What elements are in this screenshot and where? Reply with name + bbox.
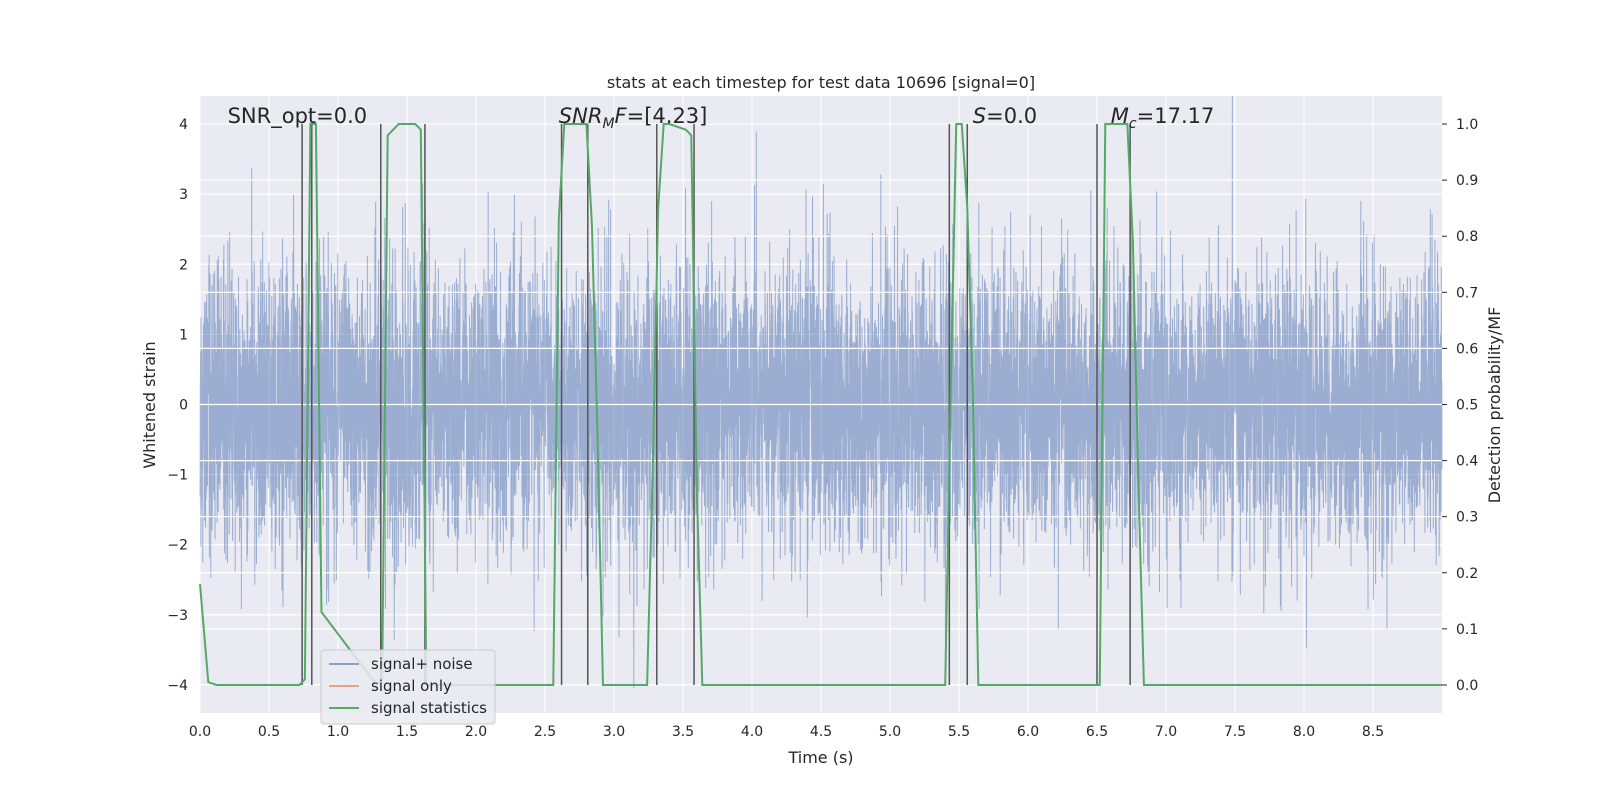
y-tick-label: 1 (179, 327, 188, 343)
x-tick-label: 0.5 (258, 724, 280, 740)
annotation-part: SNR_opt=0.0 (228, 104, 368, 129)
x-tick-label: 2.0 (465, 724, 487, 740)
x-tick-label: 5.5 (948, 724, 970, 740)
noise-series (199, 95, 1443, 689)
y-tick-label-right: 0.3 (1456, 510, 1478, 526)
event-markers (301, 124, 1131, 685)
y-ticks: 4 3 2 1 0 −1 −2 −3 −4 (167, 117, 188, 694)
x-tick-label: 4.5 (810, 724, 832, 740)
y-tick-label-right: 1.0 (1456, 117, 1478, 133)
x-tick-label: 3.5 (672, 724, 694, 740)
y-tick-label: 4 (179, 117, 188, 133)
noise-line (199, 95, 1443, 689)
y-axis-label: Whitened strain (140, 341, 159, 468)
annotation-part: S (973, 104, 986, 128)
annotation-part: =[4.23] (627, 104, 708, 128)
y-tick-label: 0 (179, 398, 188, 414)
legend-label-stats: signal statistics (371, 699, 487, 717)
x-tick-label: 7.5 (1224, 724, 1246, 740)
y-tick-label: −4 (167, 678, 188, 694)
legend-label-noise: signal+ noise (371, 655, 473, 673)
y-tick-label-right: 0.6 (1456, 341, 1478, 357)
annotation: SNRMF=[4.23] (559, 104, 708, 132)
x-tick-label: 8.5 (1362, 724, 1384, 740)
annotation-part: M (1111, 104, 1129, 128)
annotation-part: =0.0 (986, 104, 1037, 128)
chart-title: stats at each timestep for test data 106… (607, 73, 1035, 92)
x-tick-label: 6.0 (1017, 724, 1039, 740)
y-tick-label: −2 (167, 538, 188, 554)
x-tick-label: 3.0 (603, 724, 625, 740)
y-axis-label-right: Detection probability/MF (1485, 307, 1504, 504)
legend: signal+ noise signal only signal statist… (320, 649, 496, 725)
annotation-part: F (615, 104, 628, 128)
annotation-part: M (602, 116, 614, 132)
x-tick-label: 5.0 (879, 724, 901, 740)
y-tick-label: −3 (167, 608, 188, 624)
grid-right (200, 123, 1447, 686)
y-tick-label-right: 0.0 (1456, 678, 1478, 694)
annotation: Mc=17.17 (1111, 104, 1215, 132)
legend-label-signal: signal only (371, 677, 452, 695)
legend-box (320, 649, 496, 725)
annotation: S=0.0 (973, 104, 1037, 128)
x-tick-label: 1.0 (327, 724, 349, 740)
x-tick-label: 8.0 (1293, 724, 1315, 740)
y-tick-label: 2 (179, 257, 188, 273)
x-tick-label: 7.0 (1155, 724, 1177, 740)
y-tick-label: 3 (179, 187, 188, 203)
annotations: SNR_opt=0.0 SNRMF=[4.23] S=0.0 Mc=17.17 (228, 104, 1215, 132)
y-tick-label: −1 (167, 468, 188, 484)
x-tick-label: 0.0 (189, 724, 211, 740)
y-tick-label-right: 0.5 (1456, 398, 1478, 414)
annotation-part: c (1129, 116, 1137, 132)
annotation-part: =17.17 (1137, 104, 1215, 128)
y-tick-label-right: 0.9 (1456, 173, 1478, 189)
x-ticks: 0.0 0.5 1.0 1.5 2.0 2.5 3.0 3.5 4.0 4.5 5.0 5.5 6.0 6… (189, 724, 1384, 740)
y-tick-label-right: 0.1 (1456, 622, 1478, 638)
x-tick-label: 2.5 (534, 724, 556, 740)
x-axis-label: Time (s) (787, 748, 853, 767)
y-tick-label-right: 0.4 (1456, 454, 1478, 470)
annotation-part: SNR (559, 104, 603, 128)
x-tick-label: 1.5 (396, 724, 418, 740)
y-tick-label-right: 0.7 (1456, 285, 1478, 301)
y-tick-label-right: 0.2 (1456, 566, 1478, 582)
x-tick-label: 4.0 (741, 724, 763, 740)
x-tick-label: 6.5 (1086, 724, 1108, 740)
annotation: SNR_opt=0.0 (228, 104, 368, 129)
y-tick-label-right: 0.8 (1456, 229, 1478, 245)
y-ticks-right: 1.0 0.9 0.8 0.7 0.6 0.5 0.4 0.3 0.2 0.1 0.0 (1456, 117, 1478, 694)
